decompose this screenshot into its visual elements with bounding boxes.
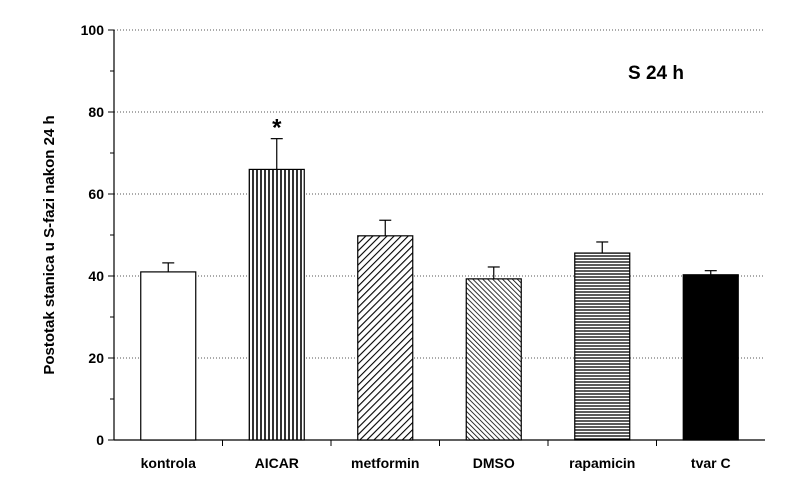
x-tick-label: metformin	[351, 455, 419, 471]
labels: 0 20 40 60 80 100 Postotak stanica u S-fazi na…	[41, 22, 731, 471]
x-tick-label: AICAR	[255, 455, 299, 471]
bar-aicar	[248, 168, 305, 441]
x-tick-label: rapamicin	[569, 455, 635, 471]
bars	[140, 138, 739, 441]
y-tick-label: 20	[88, 350, 104, 366]
y-axis-title: Postotak stanica u S-fazi nakon 24 h	[41, 115, 58, 374]
bar-kontrola	[140, 271, 197, 441]
y-tick-label: 0	[96, 432, 104, 448]
gridlines	[114, 29, 765, 359]
bar-dmso	[465, 278, 522, 441]
panel-annotation: S 24 h	[628, 63, 684, 84]
x-tick-label: DMSO	[473, 455, 515, 471]
axes	[108, 29, 765, 446]
y-tick-label: 100	[81, 22, 105, 38]
x-tick-label: tvar C	[691, 455, 731, 471]
x-tick-label: kontrola	[141, 455, 196, 471]
bar-rapamicin	[574, 252, 631, 441]
y-tick-label: 60	[88, 186, 104, 202]
significance-marker: *	[272, 115, 282, 142]
y-tick-label: 80	[88, 104, 104, 120]
bar-tvar-c	[682, 274, 739, 441]
y-tick-label: 40	[88, 268, 104, 284]
bar-metformin	[357, 235, 414, 441]
